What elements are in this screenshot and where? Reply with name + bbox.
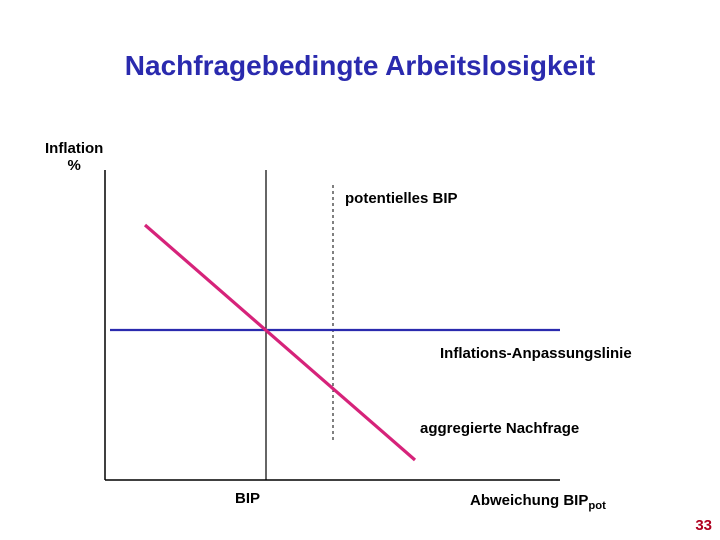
slide-number: 33 xyxy=(695,517,712,534)
inflation-adjust-label: Inflations-Anpassungslinie xyxy=(440,345,632,362)
x-axis-left-label: BIP xyxy=(235,490,260,507)
x-axis-right-label: Abweichung BIPpot xyxy=(470,492,606,512)
x-axis-right-sub: pot xyxy=(588,500,606,512)
y-axis-label-line1: Inflation xyxy=(45,140,103,157)
slide: Nachfragebedingte Arbeitslosigkeit Infla… xyxy=(0,0,720,540)
agg-demand-label: aggregierte Nachfrage xyxy=(420,420,579,437)
y-axis-label-line2: % xyxy=(67,157,80,174)
potential-gdp-label: potentielles BIP xyxy=(345,190,458,207)
demand-line xyxy=(145,225,415,460)
x-axis-right-main: Abweichung BIP xyxy=(470,492,588,509)
y-axis-label: Inflation % xyxy=(45,140,103,174)
chart-svg xyxy=(0,0,720,540)
